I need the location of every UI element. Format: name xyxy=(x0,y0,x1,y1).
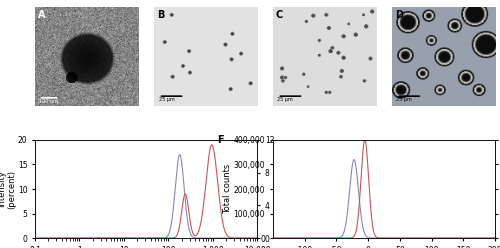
Text: D: D xyxy=(394,10,402,20)
Text: 25 μm: 25 μm xyxy=(158,97,174,102)
Text: 100 nm: 100 nm xyxy=(39,99,58,104)
Text: B: B xyxy=(157,10,164,20)
Text: C: C xyxy=(276,10,283,20)
Text: 25 μm: 25 μm xyxy=(278,97,293,102)
Y-axis label: Total counts: Total counts xyxy=(223,164,232,214)
Text: A: A xyxy=(38,10,46,20)
Text: 25 μm: 25 μm xyxy=(396,97,412,102)
Text: F: F xyxy=(217,135,224,145)
Y-axis label: Intensity
(percent): Intensity (percent) xyxy=(0,169,16,209)
